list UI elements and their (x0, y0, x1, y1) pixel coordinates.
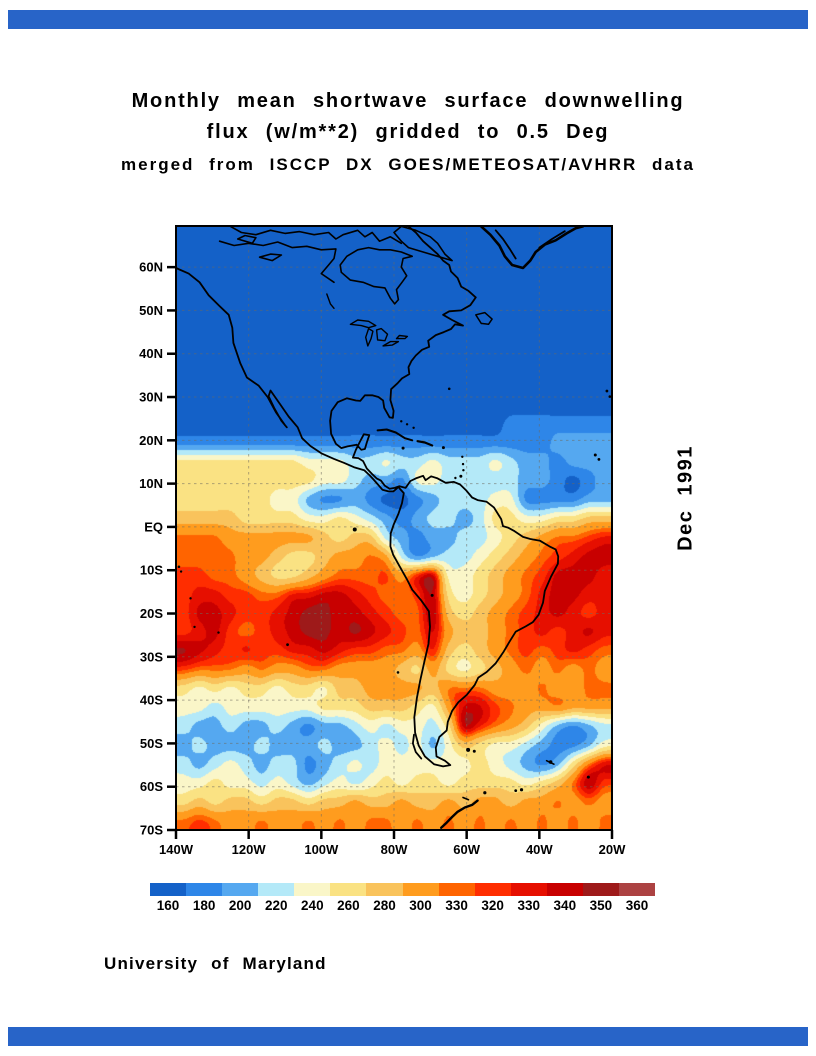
colorbar-labels: 160 180 200 220 240 260 280 300 330 320 330 340 350 3… (150, 898, 655, 914)
colorbar-label: 340 (553, 898, 577, 913)
plot-title-line3: merged from ISCCP DX GOES/METEOSAT/AVHRR… (121, 155, 695, 174)
colorbar-segment-200 (222, 883, 259, 896)
colorbar-segment-340 (546, 883, 583, 896)
colorbar-label: 330 (517, 898, 541, 913)
lat-axis-label: 20S (140, 606, 163, 621)
flux-heatmap-canvas (176, 226, 612, 830)
lon-axis-label: 20W (599, 842, 626, 857)
lat-axis-label: 20N (139, 433, 163, 448)
side-date-label: Dec 1991 (674, 445, 697, 551)
lat-axis-label: 50S (140, 736, 163, 751)
colorbar-segment-280 (366, 883, 403, 896)
colorbar-segment-330 (438, 883, 475, 896)
lon-axis-label: 120W (232, 842, 267, 857)
plot-title-line1: Monthly mean shortwave surface downwelli… (131, 90, 685, 112)
colorbar-label: 260 (337, 898, 360, 913)
colorbar-segment-160 (150, 883, 187, 896)
colorbar (150, 883, 656, 896)
colorbar-label: 220 (264, 898, 288, 913)
lat-axis-label: 70S (140, 823, 163, 838)
lat-axis-label: EQ (144, 519, 163, 534)
colorbar-label: 350 (589, 898, 613, 913)
lon-axis-label: 100W (304, 842, 339, 857)
colorbar-segment-350 (582, 883, 620, 896)
colorbar-segment-330 (510, 883, 547, 896)
top-border-bar (8, 10, 808, 29)
colorbar-label: 360 (625, 898, 649, 913)
colorbar-label: 240 (301, 898, 324, 913)
lat-axis-label: 10S (140, 563, 163, 578)
colorbar-segment-220 (258, 883, 295, 896)
lon-axis-label: 80W (381, 842, 408, 857)
lat-axis-label: 60N (139, 260, 163, 275)
bottom-border-bar (8, 1027, 808, 1046)
colorbar-label: 280 (373, 898, 396, 913)
colorbar-segment-180 (186, 883, 223, 896)
colorbar-label: 330 (445, 898, 468, 913)
colorbar-segment-300 (402, 883, 439, 896)
lat-axis-label: 30N (139, 390, 163, 405)
colorbar-label: 160 (156, 898, 180, 913)
colorbar-segment-240 (294, 883, 331, 896)
colorbar-segment-360 (619, 883, 656, 896)
lat-axis-label: 40N (139, 346, 163, 361)
lat-axis-label: 30S (140, 649, 163, 664)
colorbar-label: 300 (409, 898, 432, 913)
plot-title-line2: flux (w/m**2) gridded to 0.5 Deg (206, 121, 610, 143)
colorbar-label: 200 (228, 898, 252, 913)
lon-axis-label: 140W (159, 842, 194, 857)
colorbar-segment-320 (474, 883, 511, 896)
lat-axis-label: 50N (139, 303, 163, 318)
lon-axis-label: 40W (526, 842, 553, 857)
colorbar-segment-260 (330, 883, 367, 896)
lat-axis-label: 10N (139, 476, 163, 491)
footer-credit: University of Maryland (104, 954, 327, 973)
lon-axis-label: 60W (453, 842, 480, 857)
lat-axis-label: 40S (140, 693, 163, 708)
lat-axis-label: 60S (140, 779, 163, 794)
colorbar-label: 180 (192, 898, 216, 913)
colorbar-label: 320 (481, 898, 504, 913)
